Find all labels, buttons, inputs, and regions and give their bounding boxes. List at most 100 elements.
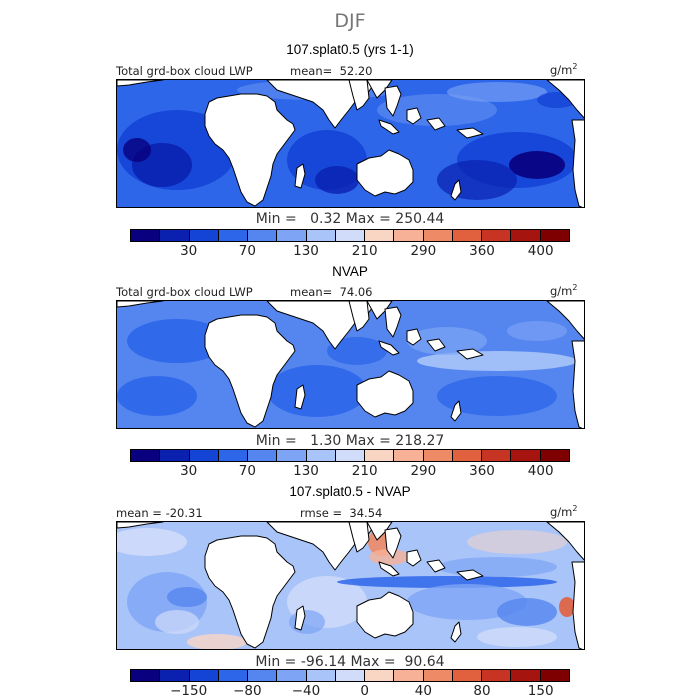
colorbar-cell bbox=[306, 670, 336, 681]
panel3-minmax: Min = -96.14 Max = 90.64 bbox=[0, 654, 700, 670]
panel3-map bbox=[116, 521, 585, 650]
panel3-max-label: Max = bbox=[350, 654, 396, 670]
colorbar-cell bbox=[131, 230, 161, 241]
colorbar-tick-label: 210 bbox=[351, 463, 378, 479]
panel2-units-exp: 2 bbox=[572, 283, 578, 292]
panel1-min-value: 0.32 bbox=[310, 211, 342, 227]
panel3-rmse-label: rmse = bbox=[300, 506, 343, 520]
colorbar-cell bbox=[482, 450, 512, 461]
panel2-mean-value: 74.06 bbox=[339, 285, 373, 299]
colorbar-cell bbox=[248, 230, 278, 241]
colorbar-cell bbox=[452, 670, 483, 681]
colorbar-tick-label: 0 bbox=[360, 683, 369, 699]
panel1-colorbar bbox=[130, 229, 570, 242]
colorbar-cell bbox=[365, 450, 395, 461]
panel2-map bbox=[116, 300, 585, 429]
panel2-mean-label: mean= bbox=[290, 285, 333, 299]
colorbar-cell bbox=[452, 230, 483, 241]
colorbar-cell bbox=[511, 450, 541, 461]
colorbar-cell bbox=[277, 230, 307, 241]
colorbar-cell bbox=[189, 230, 219, 241]
colorbar-cell bbox=[452, 450, 483, 461]
panel1-mean-value: 52.20 bbox=[339, 64, 373, 78]
colorbar-tick-label: 130 bbox=[293, 243, 319, 259]
panel3-colorbar bbox=[130, 669, 570, 682]
colorbar-cell bbox=[160, 230, 190, 241]
panel2-units: g/m2 bbox=[550, 283, 577, 298]
panel1-variable: Total grd-box cloud LWP bbox=[116, 64, 253, 78]
panel2-mean: mean= 74.06 bbox=[290, 285, 373, 299]
colorbar-cell bbox=[482, 670, 512, 681]
panel3-mean-value: -20.31 bbox=[165, 506, 203, 520]
colorbar-cell bbox=[306, 450, 336, 461]
colorbar-tick-label: 80 bbox=[473, 683, 491, 699]
colorbar-cell bbox=[218, 230, 249, 241]
panel1-max-value: 250.44 bbox=[395, 211, 445, 227]
panel2-map-svg bbox=[117, 301, 584, 428]
colorbar-cell bbox=[394, 230, 424, 241]
colorbar-tick-label: 210 bbox=[351, 243, 378, 259]
colorbar-tick-label: 130 bbox=[293, 463, 319, 479]
colorbar-cell bbox=[394, 450, 424, 461]
panel1-min-label: Min = bbox=[255, 211, 297, 227]
colorbar-cell bbox=[482, 230, 512, 241]
panel2-minmax: Min = 1.30 Max = 218.27 bbox=[0, 433, 700, 449]
panel2-max-label: Max = bbox=[345, 433, 391, 449]
colorbar-cell bbox=[365, 230, 395, 241]
colorbar-cell bbox=[394, 670, 424, 681]
colorbar-tick-label: 290 bbox=[410, 463, 437, 479]
panel2-variable: Total grd-box cloud LWP bbox=[116, 285, 253, 299]
panel1-map bbox=[116, 79, 585, 208]
colorbar-tick-label: 30 bbox=[180, 243, 198, 259]
colorbar-cell bbox=[511, 670, 541, 681]
panel1-title: 107.splat0.5 (yrs 1-1) bbox=[286, 42, 414, 57]
colorbar-cell bbox=[160, 670, 190, 681]
colorbar-cell bbox=[277, 670, 307, 681]
colorbar-cell bbox=[189, 450, 219, 461]
colorbar-tick-label: 400 bbox=[527, 243, 554, 259]
panel2-min-value: 1.30 bbox=[310, 433, 342, 449]
colorbar-tick-label: 70 bbox=[238, 463, 256, 479]
colorbar-tick-label: 360 bbox=[469, 463, 495, 479]
colorbar-cell bbox=[189, 670, 219, 681]
panel3-units-base: g/m bbox=[550, 504, 573, 519]
panel2-title: NVAP bbox=[332, 264, 368, 279]
colorbar-tick-label: 40 bbox=[414, 683, 432, 699]
colorbar-tick-label: 360 bbox=[469, 243, 495, 259]
panel1-units: g/m2 bbox=[550, 62, 577, 77]
colorbar-tick-label: 150 bbox=[527, 683, 554, 699]
panel3-map-svg bbox=[117, 522, 584, 649]
panel1-max-label: Max = bbox=[345, 211, 391, 227]
season-title: DJF bbox=[334, 10, 366, 32]
panel1-mean: mean= 52.20 bbox=[290, 64, 373, 78]
colorbar-tick-label: −150 bbox=[170, 683, 208, 699]
colorbar-cell bbox=[218, 670, 249, 681]
colorbar-cell bbox=[540, 670, 569, 681]
colorbar-cell bbox=[248, 450, 278, 461]
colorbar-cell bbox=[423, 230, 453, 241]
colorbar-tick-label: 70 bbox=[238, 243, 256, 259]
panel3-mean-label: mean = bbox=[116, 506, 162, 520]
panel3-rmse: rmse = 34.54 bbox=[300, 506, 382, 520]
panel1-units-base: g/m bbox=[550, 62, 573, 77]
colorbar-cell bbox=[335, 230, 366, 241]
panel3-min-value: -96.14 bbox=[300, 654, 347, 670]
colorbar-cell bbox=[248, 670, 278, 681]
colorbar-tick-label: −40 bbox=[291, 683, 321, 699]
panel3-max-value: 90.64 bbox=[404, 654, 445, 670]
colorbar-cell bbox=[306, 230, 336, 241]
panel2-units-base: g/m bbox=[550, 283, 573, 298]
panel1-mean-label: mean= bbox=[290, 64, 333, 78]
colorbar-tick-label: 30 bbox=[180, 463, 198, 479]
panel1-minmax: Min = 0.32 Max = 250.44 bbox=[0, 211, 700, 227]
colorbar-tick-label: 290 bbox=[410, 243, 437, 259]
panel3-units: g/m2 bbox=[550, 504, 577, 519]
colorbar-cell bbox=[423, 450, 453, 461]
panel2-max-value: 218.27 bbox=[395, 433, 445, 449]
panel1-map-svg bbox=[117, 80, 584, 207]
panel1-units-exp: 2 bbox=[572, 62, 578, 71]
panel3-title: 107.splat0.5 - NVAP bbox=[289, 484, 411, 499]
colorbar-cell bbox=[365, 670, 395, 681]
colorbar-cell bbox=[511, 230, 541, 241]
colorbar-cell bbox=[423, 670, 453, 681]
